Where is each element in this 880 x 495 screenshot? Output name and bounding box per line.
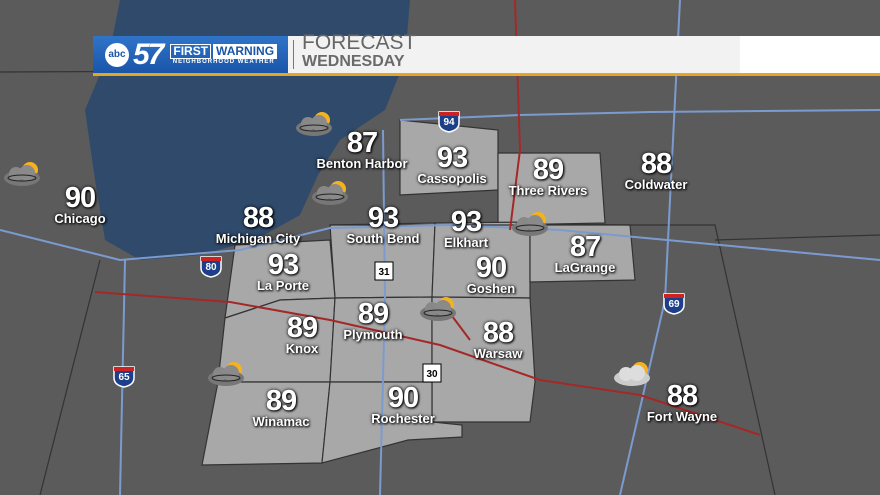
- city-name: Winamac: [252, 414, 310, 429]
- city-winamac: 89 Winamac: [253, 387, 310, 429]
- city-michigan-city: 88 Michigan City: [216, 204, 301, 246]
- highway-number: 94: [443, 117, 455, 128]
- city-name: Chicago: [54, 211, 106, 226]
- city-name: Fort Wayne: [646, 409, 718, 424]
- forecast-title: FORECAST: [302, 31, 417, 54]
- city-temp: 93: [367, 202, 399, 234]
- city-temp: 88: [640, 148, 672, 180]
- city-temp: 90: [64, 182, 96, 214]
- city-name: La Porte: [256, 278, 310, 293]
- partly-cloudy-storm-icon: [420, 297, 456, 321]
- city-temp: 93: [436, 142, 468, 174]
- partly-cloudy-storm-icon: [208, 362, 244, 386]
- city-name: Benton Harbor: [316, 156, 408, 171]
- partly-cloudy-storm-icon: [512, 212, 548, 236]
- city-name: Three Rivers: [508, 183, 588, 198]
- city-temp: 88: [242, 202, 274, 234]
- forecast-day: WEDNESDAY: [302, 53, 405, 70]
- city-name: Plymouth: [343, 327, 403, 342]
- highway-number: 30: [426, 369, 438, 380]
- city-name: LaGrange: [554, 260, 616, 275]
- city-name: South Bend: [346, 231, 420, 246]
- highway-shield-30: 30: [422, 363, 442, 383]
- highway-shield-65: 65: [113, 366, 135, 388]
- city-temp: 88: [666, 380, 698, 412]
- city-name: Coldwater: [624, 177, 688, 192]
- banner-fill: [740, 36, 880, 76]
- brand-warning: WARNING: [213, 44, 278, 59]
- city-temp: 89: [532, 154, 564, 186]
- brand-first: FIRST: [170, 44, 212, 59]
- city-coldwater: 88 Coldwater: [625, 150, 688, 192]
- brand-subtitle: NEIGHBORHOOD WEATHER: [172, 59, 275, 65]
- city-plymouth: 89 Plymouth: [343, 300, 402, 342]
- city-three-rivers: 89 Three Rivers: [509, 156, 588, 198]
- partly-cloudy-storm-icon: [312, 181, 348, 205]
- city-name: Cassopolis: [417, 171, 487, 186]
- city-knox: 89 Knox: [286, 314, 319, 356]
- city-name: Knox: [285, 341, 319, 356]
- city-temp: 93: [267, 249, 299, 281]
- city-benton-harbor: 87 Benton Harbor: [317, 129, 408, 171]
- station-number: 57: [133, 37, 164, 71]
- partly-cloudy-storm-icon: [4, 162, 40, 186]
- highway-shield-69: 69: [663, 293, 685, 315]
- city-name: Goshen: [466, 281, 516, 296]
- highway-shield-31: 31: [374, 261, 394, 281]
- city-temp: 89: [357, 298, 389, 330]
- city-name: Michigan City: [215, 231, 301, 246]
- city-temp: 89: [265, 385, 297, 417]
- header-banner: abc 57 FIRST WARNING NEIGHBORHOOD WEATHER…: [93, 31, 880, 76]
- city-name: Elkhart: [443, 235, 489, 250]
- city-cassopolis: 93 Cassopolis: [417, 144, 486, 186]
- highway-number: 31: [378, 267, 390, 278]
- highway-number: 80: [205, 262, 217, 273]
- city-name: Warsaw: [473, 346, 523, 361]
- city-temp: 93: [450, 206, 482, 238]
- title-panel: FORECAST WEDNESDAY: [288, 31, 740, 76]
- city-temp: 90: [475, 252, 507, 284]
- highway-number: 69: [668, 299, 680, 310]
- city-name: Rochester: [371, 411, 435, 426]
- city-chicago: 90 Chicago: [54, 184, 105, 226]
- city-temp: 87: [569, 231, 601, 263]
- city-temp: 88: [482, 317, 514, 349]
- city-elkhart: 93 Elkhart: [444, 208, 488, 250]
- city-lagrange: 87 LaGrange: [555, 233, 616, 275]
- city-la-porte: 93 La Porte: [257, 251, 309, 293]
- highway-shield-94: 94: [438, 111, 460, 133]
- city-temp: 89: [286, 312, 318, 344]
- highway-shield-80: 80: [200, 256, 222, 278]
- abc-logo: abc: [105, 42, 129, 67]
- city-warsaw: 88 Warsaw: [474, 319, 523, 361]
- city-goshen: 90 Goshen: [467, 254, 515, 296]
- city-fort-wayne: 88 Fort Wayne: [647, 382, 717, 424]
- highway-number: 65: [118, 372, 130, 383]
- city-temp: 87: [346, 127, 378, 159]
- city-rochester: 90 Rochester: [371, 384, 435, 426]
- partly-cloudy-storm-icon: [296, 112, 332, 136]
- partly-cloudy-icon: [614, 362, 650, 386]
- city-south-bend: 93 South Bend: [347, 204, 420, 246]
- city-temp: 90: [387, 382, 419, 414]
- station-logo: abc 57 FIRST WARNING NEIGHBORHOOD WEATHER: [93, 36, 288, 76]
